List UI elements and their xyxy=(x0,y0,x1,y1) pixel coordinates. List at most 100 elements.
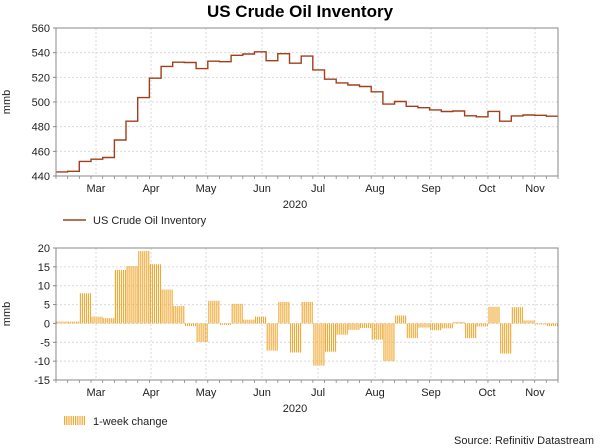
change-bar-stripe xyxy=(196,323,198,342)
change-bar-stripe xyxy=(414,323,416,339)
y-tick-label: 560 xyxy=(32,23,50,35)
change-bar xyxy=(68,321,80,324)
change-bar-stripe xyxy=(169,289,171,324)
change-bar xyxy=(476,323,488,327)
change-bar xyxy=(254,316,267,324)
plot-frame xyxy=(55,247,559,381)
change-bar xyxy=(511,307,523,324)
change-bar-stripe xyxy=(469,323,471,339)
change-bar-stripe xyxy=(221,323,224,325)
change-bar-stripe xyxy=(289,323,292,353)
change-bar-stripe xyxy=(383,323,385,362)
change-bar-stripe xyxy=(97,316,99,324)
x-tick-label: May xyxy=(196,387,217,399)
change-bar-stripe xyxy=(163,289,165,324)
change-bar-stripe xyxy=(85,293,87,324)
change-bar-stripe xyxy=(529,320,531,324)
change-bar-stripe xyxy=(126,266,128,324)
change-bar-stripe xyxy=(219,323,222,325)
change-bar-stripe xyxy=(381,323,383,340)
change-bar-stripe xyxy=(113,318,115,324)
change-bar-stripe xyxy=(552,323,554,327)
change-bar-stripe xyxy=(484,323,486,327)
change-bar-stripe xyxy=(101,316,103,324)
inventory-line xyxy=(56,51,558,173)
change-bar-stripe xyxy=(124,269,126,324)
change-bar-stripe xyxy=(311,301,313,324)
change-bar-stripe xyxy=(451,323,453,329)
legend-swatch-stripe xyxy=(81,416,83,425)
change-bar-stripe xyxy=(362,323,364,328)
change-bar-stripe xyxy=(291,323,294,353)
change-bar-stripe xyxy=(81,293,83,324)
change-bar xyxy=(173,306,185,324)
y-tick-label: 540 xyxy=(32,48,50,60)
change-bar-stripe xyxy=(223,323,226,325)
change-bar-stripe xyxy=(235,303,237,324)
x-tick-label: Nov xyxy=(525,387,545,399)
change-bar-stripe xyxy=(99,316,101,324)
change-bar-stripe xyxy=(352,323,354,330)
change-bar-stripe xyxy=(159,264,161,324)
x-tick-label: Oct xyxy=(478,183,495,195)
change-bar-stripe xyxy=(198,323,200,342)
change-bar-stripe xyxy=(254,316,257,324)
change-bar-stripe xyxy=(253,319,255,324)
plot-frame xyxy=(55,27,559,177)
change-bar xyxy=(103,318,115,324)
change-bar xyxy=(360,323,372,328)
change-bar xyxy=(500,323,512,354)
change-bar-stripe xyxy=(91,316,93,324)
change-bar-stripe xyxy=(72,321,74,324)
change-bar-stripe xyxy=(177,306,179,324)
y-tick-label: 10 xyxy=(38,281,50,293)
change-bar-stripe xyxy=(218,300,220,324)
y-axis-label: mmb xyxy=(1,302,13,326)
change-bar-stripe xyxy=(245,319,247,324)
change-bar-stripe xyxy=(186,323,189,327)
change-bar-stripe xyxy=(295,323,298,353)
change-bar xyxy=(325,323,337,352)
change-bar-stripe xyxy=(171,289,173,324)
change-bar-stripe xyxy=(473,323,475,339)
change-bar-stripe xyxy=(118,269,120,324)
change-bar-stripe xyxy=(202,323,204,342)
change-bar xyxy=(184,323,197,327)
change-bar-stripe xyxy=(545,323,547,325)
change-bar-stripe xyxy=(385,323,387,362)
change-bar-stripe xyxy=(258,316,261,324)
x-tick-label: Mar xyxy=(87,387,106,399)
change-bar-stripe xyxy=(111,318,113,324)
change-bar-stripe xyxy=(66,321,68,324)
change-bar-stripe xyxy=(342,323,344,335)
change-bar-stripe xyxy=(358,323,360,330)
change-bar-stripe xyxy=(327,323,329,352)
change-bar-stripe xyxy=(445,323,447,329)
change-bar-stripe xyxy=(165,289,167,324)
legend-swatch-stripe xyxy=(66,416,68,425)
x-tick-label: Nov xyxy=(525,183,545,195)
change-bar-stripe xyxy=(440,323,442,331)
change-bar-stripe xyxy=(116,269,118,324)
legend-swatch-stripe xyxy=(72,416,74,425)
change-bar-stripe xyxy=(260,316,263,324)
change-bar-stripe xyxy=(321,323,323,366)
change-bar xyxy=(114,269,126,324)
change-bar-stripe xyxy=(535,323,537,325)
change-bar-stripe xyxy=(167,289,169,324)
change-bar-stripe xyxy=(453,321,455,324)
change-bar-stripe xyxy=(140,251,142,324)
change-bar xyxy=(266,323,278,351)
change-bar-stripe xyxy=(149,264,151,324)
change-bar-stripe xyxy=(130,266,132,324)
change-bar-stripe xyxy=(247,319,249,324)
legend-swatch-stripe xyxy=(77,416,79,425)
change-bar-stripe xyxy=(441,323,443,329)
change-bar-stripe xyxy=(434,323,436,331)
change-bar-stripe xyxy=(153,264,155,324)
change-bar xyxy=(406,323,418,339)
source-note: Source: Refinitiv Datastream xyxy=(454,435,594,447)
change-bar-stripe xyxy=(76,321,78,324)
change-bar-stripe xyxy=(556,323,558,327)
change-bar-stripe xyxy=(114,269,116,324)
